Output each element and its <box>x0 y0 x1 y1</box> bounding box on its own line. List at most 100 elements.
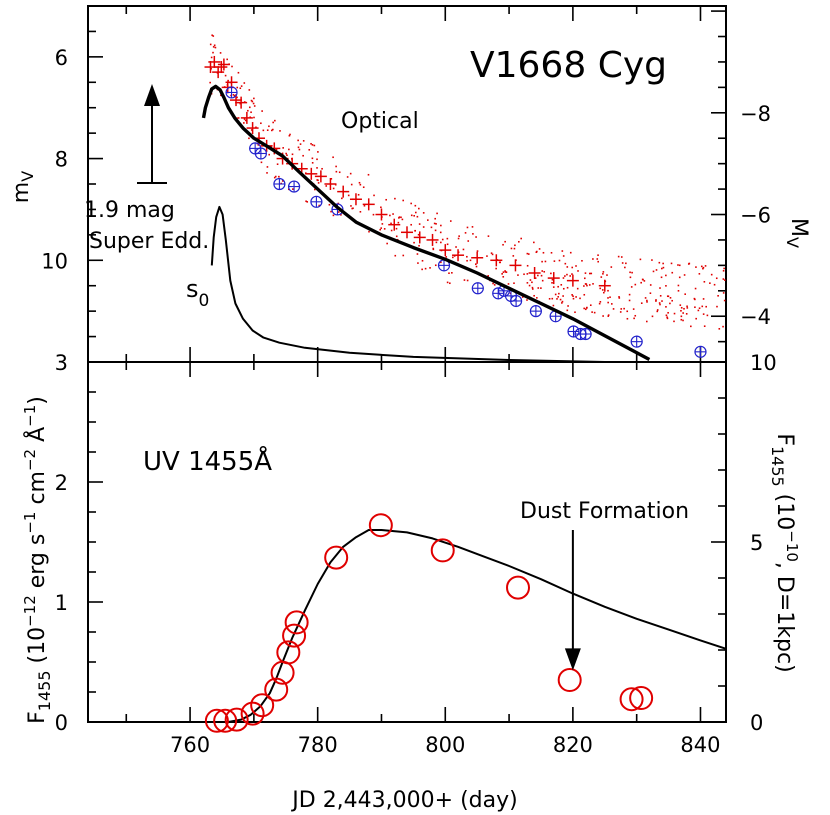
optical-dot <box>670 262 673 265</box>
optical-dot <box>590 272 593 275</box>
optical-dot <box>346 176 349 178</box>
uv-point <box>619 687 644 712</box>
arrow-label-mag: 1.9 mag <box>84 198 175 223</box>
optical-dot <box>620 256 623 258</box>
optical-dot <box>276 163 279 166</box>
optical-dot <box>434 229 437 232</box>
optical-plus-point <box>208 55 221 68</box>
optical-dot <box>526 273 529 275</box>
optical-dot <box>718 328 721 330</box>
uv-point <box>430 538 455 563</box>
optical-dot <box>593 311 596 314</box>
optical-dot <box>665 285 667 287</box>
optical-dot <box>352 207 354 210</box>
optical-dot <box>687 263 690 265</box>
optical-dot <box>669 302 671 305</box>
optical-dot <box>569 251 572 254</box>
optical-dot <box>332 156 334 159</box>
optical-plus-point <box>314 170 327 183</box>
optical-dot <box>550 251 553 254</box>
optical-blue-circle-series <box>225 86 707 358</box>
optical-dot <box>694 306 696 309</box>
uv-point <box>324 545 349 570</box>
optical-dot <box>658 261 661 264</box>
optical-dot <box>640 281 642 284</box>
y-tick-label: 2 <box>55 471 68 495</box>
optical-dot <box>486 255 488 257</box>
optical-dot <box>574 311 576 314</box>
optical-dot <box>441 238 444 241</box>
y-tick-label: 3 <box>55 351 68 375</box>
optical-dot <box>452 256 454 259</box>
optical-dot <box>659 295 662 297</box>
optical-dot <box>586 284 588 287</box>
optical-dot <box>385 198 387 201</box>
optical-dot <box>646 301 648 303</box>
x-tick-label: 840 <box>680 733 720 757</box>
optical-dot <box>363 204 366 207</box>
optical-dot <box>243 118 246 120</box>
optical-circled-plus-point <box>225 86 238 99</box>
optical-dot <box>275 148 278 151</box>
optical-plus-point <box>471 251 484 264</box>
optical-dot <box>466 226 469 229</box>
optical-dot <box>495 267 497 270</box>
optical-dot <box>656 310 659 313</box>
optical-dot <box>656 309 659 311</box>
optical-dot <box>211 34 213 37</box>
optical-dot <box>239 102 242 105</box>
optical-dot <box>501 273 503 275</box>
optical-dot <box>679 304 682 306</box>
optical-dot <box>592 283 594 285</box>
optical-dot <box>589 304 592 307</box>
optical-plus-point <box>324 178 337 190</box>
optical-dot <box>451 272 453 274</box>
optical-y2-axis-label: MV <box>783 218 811 248</box>
optical-dot <box>566 286 569 289</box>
optical-dot <box>213 44 216 47</box>
optical-dot <box>625 262 627 265</box>
optical-dot <box>628 299 631 302</box>
optical-dot <box>702 266 705 269</box>
optical-dot <box>557 285 559 288</box>
optical-dot <box>560 284 563 286</box>
optical-dot <box>453 255 456 257</box>
optical-dot <box>567 305 569 307</box>
optical-dot <box>607 315 610 317</box>
optical-plot-area <box>201 34 726 362</box>
optical-dot <box>552 304 555 307</box>
optical-dot <box>359 210 362 213</box>
optical-dot <box>457 237 460 240</box>
optical-dot <box>337 211 340 213</box>
optical-plus-point <box>413 231 426 244</box>
optical-dot <box>698 307 701 310</box>
dust-formation-label: Dust Formation <box>520 499 689 524</box>
optical-dot <box>281 180 284 182</box>
optical-dot <box>554 293 557 296</box>
optical-dot <box>628 293 631 296</box>
y2-tick-label: 0 <box>750 711 763 735</box>
optical-dot <box>695 317 697 320</box>
optical-dot <box>722 270 725 272</box>
optical-dot <box>541 279 544 282</box>
optical-circled-plus-point <box>287 180 301 193</box>
optical-dot <box>538 248 541 250</box>
optical-dot <box>491 253 494 256</box>
optical-dot <box>527 253 530 255</box>
optical-dot <box>588 272 591 275</box>
optical-dot <box>513 282 515 285</box>
optical-dot <box>394 197 396 200</box>
optical-dot <box>528 284 531 287</box>
optical-dot <box>575 265 577 267</box>
optical-dot <box>250 99 253 102</box>
optical-plus-point <box>566 274 579 287</box>
optical-dot <box>421 268 423 271</box>
optical-dot <box>583 293 586 296</box>
optical-dot <box>550 272 552 275</box>
optical-dot <box>661 267 663 270</box>
optical-dot <box>540 287 542 289</box>
optical-dot <box>523 273 525 276</box>
optical-dot <box>602 315 604 317</box>
optical-dot <box>502 271 505 273</box>
optical-dot <box>723 267 725 270</box>
